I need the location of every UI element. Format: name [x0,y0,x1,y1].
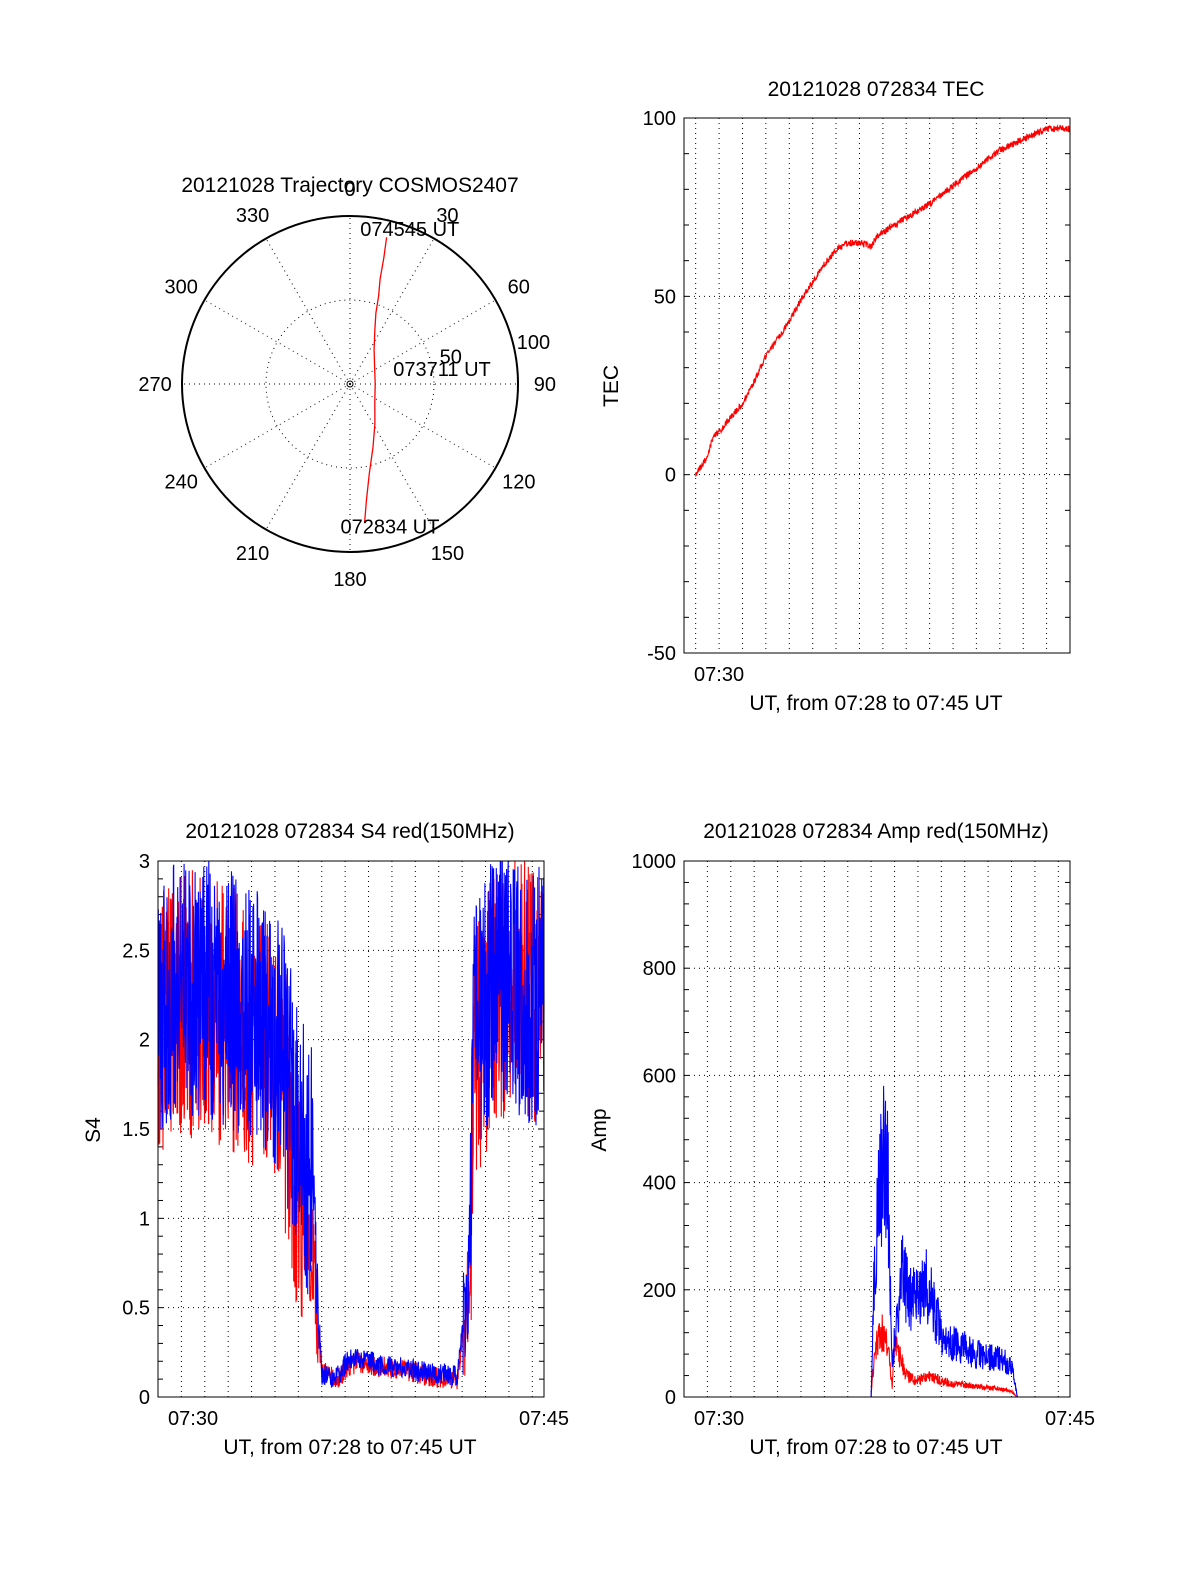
x-tick-label: 07:30 [168,1408,218,1430]
y-tick-label: 2.5 [122,940,150,962]
polar-angle-label: 120 [502,471,535,493]
polar-radius-label: 100 [517,332,550,354]
s4-title: 20121028 072834 S4 red(150MHz) [185,820,514,843]
y-tick-label: 100 [643,108,676,130]
tec-plot: -50 0 50 100 07:30 [643,108,1070,686]
polar-angle-label: 270 [138,374,171,396]
y-tick-label: 50 [654,286,676,308]
series-line-blue [158,861,544,1388]
y-tick-label: -50 [647,643,676,665]
amp-ylabel: Amp [588,1108,611,1151]
amp-xlabel: UT, from 07:28 to 07:45 UT [749,1436,1002,1459]
s4-plot: 0 0.5 1 1.5 2 2.5 3 07:30 07:45 [122,851,569,1430]
plot-frame [684,118,1070,653]
y-tick-label: 1000 [632,851,677,873]
polar-trajectory-line [365,237,387,522]
amp-title: 20121028 072834 Amp red(150MHz) [703,820,1049,843]
x-tick-label: 07:45 [519,1408,569,1430]
polar-angle-label: 300 [165,277,198,299]
y-tick-label: 800 [643,958,676,980]
polar-grid-spoke [205,300,350,384]
s4-xlabel: UT, from 07:28 to 07:45 UT [223,1436,476,1459]
polar-angle-label: 150 [431,543,464,565]
y-tick-label: 0 [139,1387,150,1409]
polar-time-annotation: 073711 UT [393,359,490,381]
y-tick-label: 3 [139,851,150,873]
tec-panel: 20121028 072834 TEC UT, from 07:28 to 07… [600,78,1070,715]
y-tick-label: 1.5 [122,1119,150,1141]
tec-title: 20121028 072834 TEC [768,78,985,101]
polar-angle-label: 0 [344,179,355,201]
y-tick-label: 2 [139,1030,150,1052]
polar-grid-spoke [350,384,434,529]
polar-angle-label: 240 [165,471,198,493]
x-tick-label: 07:45 [1045,1408,1095,1430]
polar-time-annotation: 072834 UT [341,516,440,538]
tec-xlabel: UT, from 07:28 to 07:45 UT [749,692,1002,715]
y-tick-label: 400 [643,1173,676,1195]
y-tick-label: 200 [643,1280,676,1302]
polar-grid-spoke [205,384,350,468]
polar-angle-label: 180 [333,569,366,591]
amp-panel: 20121028 072834 Amp red(150MHz) UT, from… [588,820,1095,1459]
polar-grid-spoke [266,239,350,384]
x-tick-label: 07:30 [694,1408,744,1430]
polar-angle-label: 60 [508,277,530,299]
polar-annotations: 074545 UT 073711 UT 072834 UT [341,219,491,538]
y-tick-label: 0 [665,465,676,487]
y-tick-label: 600 [643,1065,676,1087]
polar-angle-label: 210 [236,543,269,565]
s4-panel: 20121028 072834 S4 red(150MHz) UT, from … [82,820,569,1459]
polar-panel: 20121028 Trajectory COSMOS2407 030609012… [138,174,556,591]
y-tick-label: 0 [665,1387,676,1409]
polar-time-annotation: 074545 UT [360,219,459,241]
tec-ylabel: TEC [600,365,623,407]
x-tick-label: 07:30 [694,664,744,686]
y-tick-label: 0.5 [122,1298,150,1320]
s4-ylabel: S4 [82,1117,105,1143]
polar-angle-label: 330 [236,205,269,227]
polar-grid [182,216,518,552]
polar-trajectory [365,237,387,522]
amp-plot: 0 200 400 600 800 1000 07:30 07:45 [632,851,1096,1430]
plot-frame [684,861,1070,1397]
y-tick-label: 1 [139,1208,150,1230]
series-line-red [696,1315,1070,1398]
polar-angle-label: 90 [534,374,556,396]
